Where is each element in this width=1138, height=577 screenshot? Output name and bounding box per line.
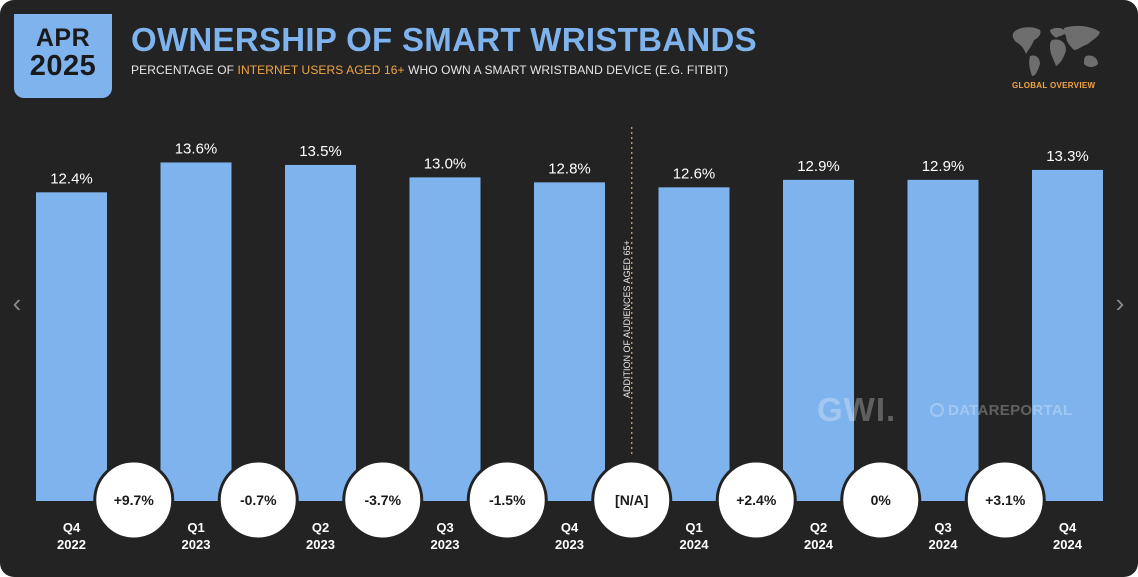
change-bubble — [93, 459, 175, 541]
bar-value-label: 13.6% — [175, 140, 218, 157]
subtitle-prefix: PERCENTAGE OF — [131, 63, 238, 77]
x-tick-quarter: Q3 — [436, 520, 453, 535]
x-tick-quarter: Q2 — [810, 520, 827, 535]
bar — [907, 179, 979, 501]
global-overview-label: GLOBAL OVERVIEW — [1012, 81, 1096, 90]
bar-value-label: 12.4% — [50, 170, 93, 187]
change-label: [N/A] — [615, 492, 648, 508]
change-bubble — [715, 459, 797, 541]
chart-title: OWNERSHIP OF SMART WRISTBANDS — [131, 21, 757, 58]
bar-value-label: 12.6% — [673, 165, 716, 182]
x-tick-year: 2023 — [182, 537, 211, 552]
change-bubble — [964, 459, 1046, 541]
x-tick-year: 2023 — [555, 537, 584, 552]
x-tick-year: 2022 — [57, 537, 86, 552]
bar — [160, 162, 232, 501]
date-month: APR — [35, 24, 91, 52]
change-label: 0% — [871, 492, 892, 508]
x-tick-quarter: Q4 — [561, 520, 579, 535]
change-label: -1.5% — [489, 492, 526, 508]
change-bubble — [342, 459, 424, 541]
x-tick-year: 2023 — [431, 537, 460, 552]
bar — [534, 182, 605, 502]
change-label: +9.7% — [114, 492, 155, 508]
bar-value-label: 13.3% — [1046, 148, 1089, 165]
x-tick-quarter: Q3 — [934, 520, 951, 535]
x-tick-quarter: Q1 — [187, 520, 204, 535]
chevron-right-icon[interactable]: › — [1115, 288, 1125, 318]
change-label: +3.1% — [985, 492, 1026, 508]
bar-value-label: 13.0% — [424, 155, 467, 172]
bar — [783, 179, 854, 501]
change-label: -0.7% — [240, 492, 277, 508]
bar-value-label: 12.9% — [922, 158, 965, 175]
x-tick-year: 2024 — [929, 537, 959, 552]
x-tick-quarter: Q2 — [312, 520, 329, 535]
chart-subtitle: PERCENTAGE OF INTERNET USERS AGED 16+ WH… — [131, 63, 728, 77]
bar — [409, 177, 481, 501]
datareportal-logo-icon — [930, 403, 944, 417]
change-bubble — [217, 459, 299, 541]
subtitle-highlight: INTERNET USERS AGED 16+ — [237, 63, 405, 77]
world-map-icon — [1012, 25, 1100, 76]
change-bubble — [466, 459, 548, 541]
x-tick-year: 2024 — [680, 537, 710, 552]
bar — [658, 187, 730, 501]
change-label: -3.7% — [364, 492, 401, 508]
change-label: +2.4% — [736, 492, 777, 508]
bar-value-label: 13.5% — [299, 143, 342, 160]
x-tick-quarter: Q4 — [1059, 520, 1077, 535]
bar-value-label: 12.8% — [548, 160, 591, 177]
bar — [36, 192, 107, 501]
x-tick-quarter: Q4 — [63, 520, 81, 535]
gwi-watermark: GWI. — [817, 391, 897, 428]
date-badge: APR 2025 — [14, 14, 112, 98]
datareportal-text: DATAREPORTAL — [948, 402, 1073, 419]
datareportal-watermark: DATAREPORTAL — [930, 402, 1072, 419]
bar-value-label: 12.9% — [797, 158, 840, 175]
annotation-label: ADDITION OF AUDIENCES AGED 65+ — [622, 240, 632, 398]
x-tick-year: 2024 — [1053, 537, 1083, 552]
bar — [1032, 169, 1103, 501]
x-tick-year: 2023 — [306, 537, 335, 552]
change-bubble — [840, 459, 922, 541]
date-year: 2025 — [29, 50, 97, 82]
x-tick-quarter: Q1 — [685, 520, 702, 535]
bar — [285, 164, 356, 502]
chevron-left-icon[interactable]: ‹ — [12, 288, 22, 318]
x-tick-year: 2024 — [804, 537, 834, 552]
change-bubble — [591, 459, 673, 541]
subtitle-suffix: WHO OWN A SMART WRISTBAND DEVICE (E.G. F… — [404, 63, 729, 77]
